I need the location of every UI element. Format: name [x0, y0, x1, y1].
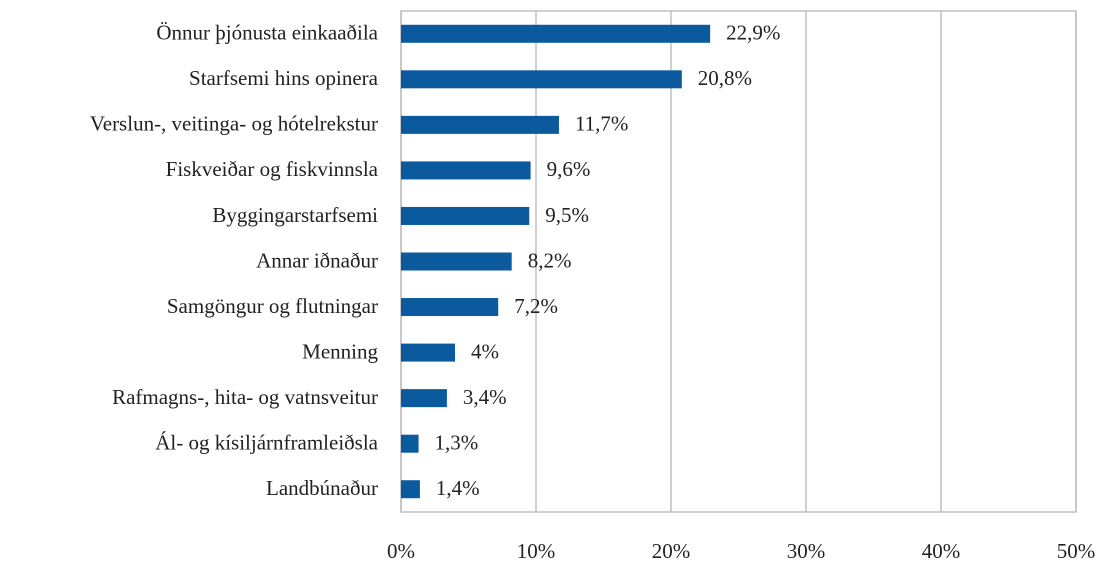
bar [401, 252, 512, 271]
bar [401, 434, 419, 453]
bar [401, 70, 682, 89]
y-tick-label: Annar iðnaður [256, 248, 378, 272]
y-tick-label: Landbúnaður [266, 476, 378, 500]
y-tick-label: Byggingarstarfsemi [212, 203, 378, 227]
x-tick-label: 40% [922, 539, 961, 563]
value-label: 8,2% [528, 248, 572, 272]
y-tick-label: Samgöngur og flutningar [167, 294, 378, 318]
x-tick-label: 0% [387, 539, 415, 563]
y-tick-label: Starfsemi hins opinera [189, 66, 379, 90]
x-tick-label: 50% [1057, 539, 1096, 563]
bar [401, 206, 530, 225]
y-tick-label: Önnur þjónusta einkaaðila [156, 21, 378, 45]
value-label: 3,4% [463, 385, 507, 409]
bar [401, 115, 559, 134]
y-tick-label: Menning [302, 339, 378, 363]
x-tick-label: 10% [517, 539, 556, 563]
bar [401, 389, 447, 408]
value-label: 9,6% [547, 157, 591, 181]
y-tick-label: Verslun-, veitinga- og hótelrekstur [90, 112, 378, 136]
bar [401, 343, 455, 362]
value-label: 1,4% [436, 476, 480, 500]
x-tick-label: 20% [652, 539, 691, 563]
bar [401, 480, 420, 499]
y-tick-label: Ál- og kísiljárnframleiðsla [155, 430, 378, 454]
bar [401, 298, 499, 317]
bar [401, 24, 711, 43]
value-label: 20,8% [698, 66, 752, 90]
value-label: 22,9% [726, 21, 780, 45]
value-label: 11,7% [575, 112, 628, 136]
value-label: 7,2% [514, 294, 558, 318]
x-tick-label: 30% [787, 539, 826, 563]
value-label: 1,3% [435, 430, 479, 454]
y-tick-label: Fiskveiðar og fiskvinnsla [166, 157, 379, 181]
bar [401, 161, 531, 180]
value-label: 9,5% [545, 203, 589, 227]
y-tick-label: Rafmagns-, hita- og vatnsveitur [112, 385, 378, 409]
value-label: 4% [471, 339, 499, 363]
